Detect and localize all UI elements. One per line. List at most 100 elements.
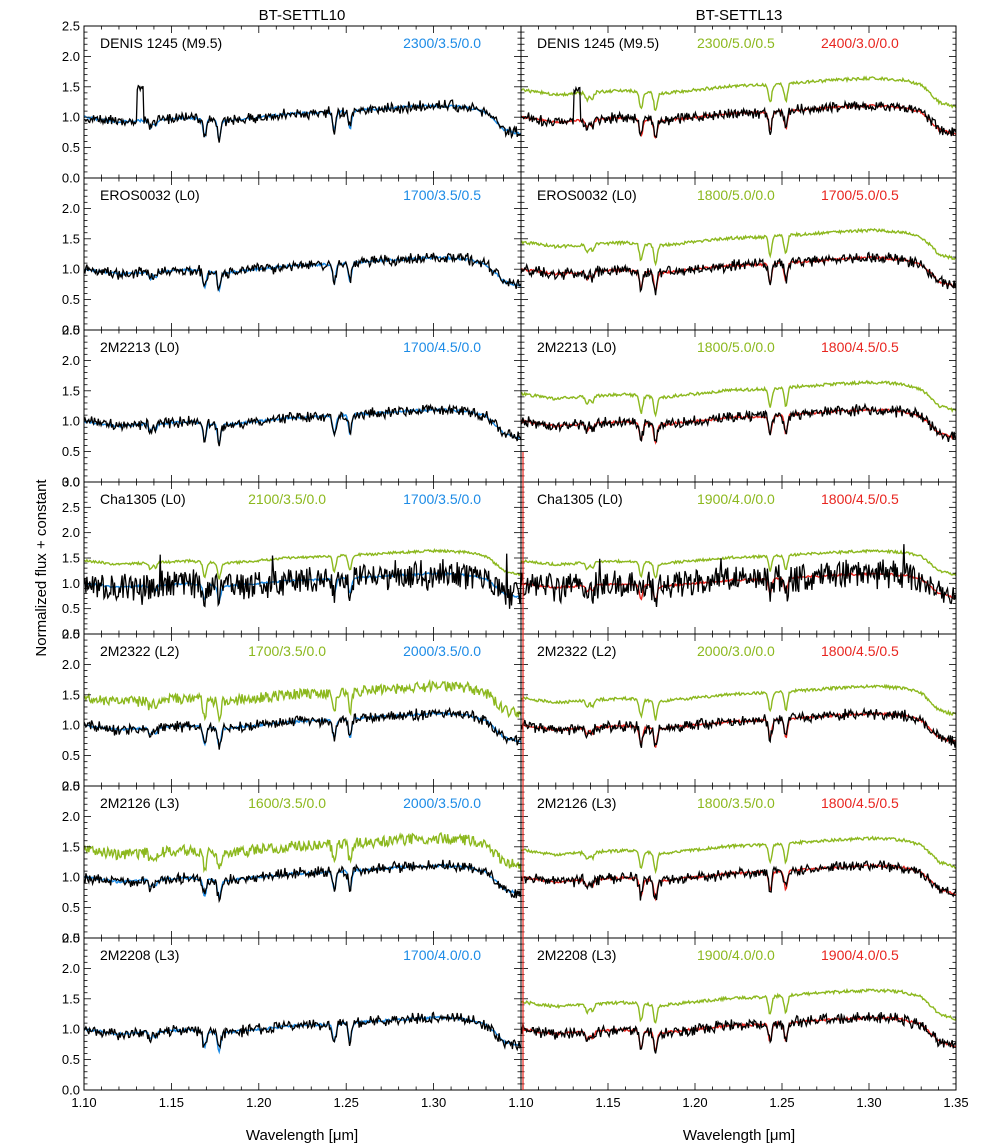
observed-spectrum-line xyxy=(84,84,521,143)
green-model-line xyxy=(521,548,956,579)
observed-spectrum-line xyxy=(84,859,521,904)
green-model-label: 1800/3.5/0.0 xyxy=(697,795,775,811)
red-model-line xyxy=(521,863,956,902)
green-model-line xyxy=(521,75,956,112)
observed-spectrum-line xyxy=(84,1011,521,1052)
y-tick-label: 0.5 xyxy=(62,900,80,915)
object-label: 2M2322 (L2) xyxy=(537,643,616,659)
y-tick-label: 0.5 xyxy=(62,140,80,155)
y-axis-label: Normalized flux + constant xyxy=(33,479,50,657)
panel-right-4: 2M2322 (L2) 2000/3.0/0.0 1800/4.5/0.5 xyxy=(520,633,957,787)
green-model-line xyxy=(521,835,956,875)
x-tick-label: 1.25 xyxy=(769,1095,794,1110)
red-model-label: 1800/4.5/0.5 xyxy=(821,795,899,811)
y-tick-label: 1.5 xyxy=(62,551,80,566)
red-model-label: 1800/4.5/0.5 xyxy=(821,643,899,659)
y-tick-label: 0.5 xyxy=(62,444,80,459)
green-model-label: 1700/3.5/0.0 xyxy=(248,643,326,659)
red-model-label: 1800/4.5/0.5 xyxy=(821,339,899,355)
panel-grid: 0.0 0.5 1.0 1.5 2.0 2.5 DENIS 1245 (M9.5) 2300/… xyxy=(62,19,969,1111)
red-model-line xyxy=(521,711,956,748)
object-label: Cha1305 (L0) xyxy=(537,491,623,507)
y-tick-label: 0.0 xyxy=(62,323,80,338)
green-model-label: 1900/4.0/0.0 xyxy=(697,491,775,507)
object-label: 2M2126 (L3) xyxy=(100,795,179,811)
y-tick-label: 0.0 xyxy=(62,171,80,186)
observed-spectrum-line xyxy=(84,252,521,292)
observed-spectrum-line xyxy=(521,85,956,139)
green-model-label: 2300/5.0/0.5 xyxy=(697,35,775,51)
y-tick-label: 1.0 xyxy=(62,870,80,885)
object-label: 2M2213 (L0) xyxy=(100,339,179,355)
green-model-line xyxy=(521,227,956,267)
blue-model-label: 1700/3.5/0.0 xyxy=(403,491,481,507)
x-tick-label: 1.35 xyxy=(943,1095,968,1110)
object-label: Cha1305 (L0) xyxy=(100,491,186,507)
y-tick-label: 2.5 xyxy=(62,779,80,794)
object-label: DENIS 1245 (M9.5) xyxy=(100,35,222,51)
green-model-label: 2100/3.5/0.0 xyxy=(248,491,326,507)
blue-model-label: 1700/4.5/0.0 xyxy=(403,339,481,355)
panel-left-4: 0.0 0.5 1.0 1.5 2.0 2.5 2M2322 (L2) 2000/3.5/0.… xyxy=(62,627,522,794)
red-model-label: 1700/5.0/0.5 xyxy=(821,187,899,203)
blue-model-line xyxy=(84,255,521,293)
panel-left-5: 0.0 0.5 1.0 1.5 2.0 2.5 2M2126 (L3) 2000/3.5/0.… xyxy=(62,779,522,946)
red-model-label: 1900/4.0/0.5 xyxy=(821,947,899,963)
object-label: 2M2208 (L3) xyxy=(100,947,179,963)
panel-left-0: 0.0 0.5 1.0 1.5 2.0 2.5 DENIS 1245 (M9.5) 2300/… xyxy=(62,19,522,186)
observed-spectrum-line xyxy=(521,402,956,443)
blue-model-line xyxy=(84,1015,521,1055)
blue-model-line xyxy=(84,407,521,444)
red-model-label: 1800/4.5/0.5 xyxy=(821,491,899,507)
observed-spectrum-line xyxy=(521,859,956,901)
y-tick-label: 1.0 xyxy=(62,262,80,277)
green-model-label: 1600/3.5/0.0 xyxy=(248,795,326,811)
y-tick-label: 0.5 xyxy=(62,748,80,763)
y-tick-label: 2.0 xyxy=(62,657,80,672)
x-tick-label: 1.20 xyxy=(246,1095,271,1110)
y-tick-label: 2.0 xyxy=(62,201,80,216)
x-tick-label: 1.15 xyxy=(595,1095,620,1110)
y-tick-label: 0.0 xyxy=(62,475,80,490)
panel-right-3: Cha1305 (L0) 1900/4.0/0.0 1800/4.5/0.5 xyxy=(520,481,957,635)
object-label: 2M2126 (L3) xyxy=(537,795,616,811)
object-label: EROS0032 (L0) xyxy=(537,187,637,203)
y-tick-label: 2.0 xyxy=(62,525,80,540)
x-axis-label-left: Wavelength [μm] xyxy=(246,1127,358,1144)
observed-spectrum-line xyxy=(521,706,956,748)
panel-right-1: EROS0032 (L0) 1800/5.0/0.0 1700/5.0/0.5 xyxy=(520,177,957,331)
y-tick-label: 2.0 xyxy=(62,809,80,824)
y-tick-label: 0.5 xyxy=(62,292,80,307)
x-tick-label: 1.25 xyxy=(334,1095,359,1110)
blue-model-label: 1700/3.5/0.5 xyxy=(403,187,481,203)
y-tick-label: 1.5 xyxy=(62,383,80,398)
blue-model-label: 2000/3.5/0.0 xyxy=(403,795,481,811)
y-tick-label: 0.0 xyxy=(62,779,80,794)
panel-right-5: 2M2126 (L3) 1800/3.5/0.0 1800/4.5/0.5 xyxy=(520,785,957,939)
column-title-right: BT-SETTL13 xyxy=(696,7,783,24)
y-tick-label: 1.5 xyxy=(62,231,80,246)
y-tick-label: 1.0 xyxy=(62,718,80,733)
observed-spectrum-line xyxy=(84,706,521,750)
blue-model-label: 1700/4.0/0.0 xyxy=(403,947,481,963)
y-tick-label: 1.0 xyxy=(62,576,80,591)
x-tick-label: 1.30 xyxy=(856,1095,881,1110)
panel-right-6: 1.10 1.15 1.20 1.25 1.30 1.35 2M2208 (L3) 1900/… xyxy=(508,937,969,1110)
x-tick-label: 1.10 xyxy=(71,1095,96,1110)
y-tick-label: 2.5 xyxy=(62,19,80,34)
observed-spectrum-line xyxy=(84,553,521,609)
green-model-label: 2000/3.0/0.0 xyxy=(697,643,775,659)
object-label: DENIS 1245 (M9.5) xyxy=(537,35,659,51)
observed-spectrum-line xyxy=(521,544,956,607)
y-tick-label: 1.0 xyxy=(62,110,80,125)
panel-frame xyxy=(520,937,957,1091)
y-tick-label: 1.0 xyxy=(62,414,80,429)
panel-left-1: 0.0 0.5 1.0 1.5 2.0 EROS0032 (L0) 1700/3.5/0.5 xyxy=(62,177,522,338)
y-tick-label: 2.0 xyxy=(62,353,80,368)
green-model-label: 1800/5.0/0.0 xyxy=(697,187,775,203)
green-model-line xyxy=(521,987,956,1024)
y-tick-label: 1.5 xyxy=(62,991,80,1006)
y-tick-label: 0.5 xyxy=(62,601,80,616)
column-title-left: BT-SETTL10 xyxy=(259,7,346,24)
x-tick-label: 1.15 xyxy=(159,1095,184,1110)
